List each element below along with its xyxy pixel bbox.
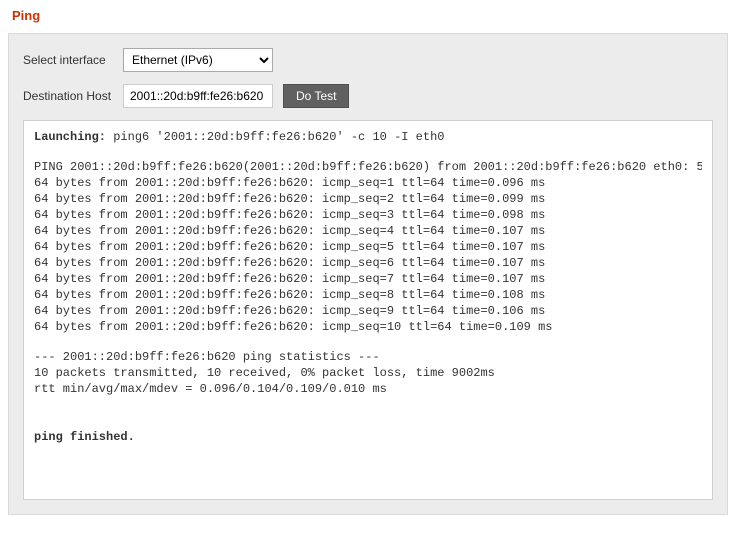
ping-line: 64 bytes from 2001::20d:b9ff:fe26:b620: …: [34, 255, 702, 271]
stats-line: rtt min/avg/max/mdev = 0.096/0.104/0.109…: [34, 381, 702, 397]
interface-label: Select interface: [23, 53, 123, 67]
launch-label: Launching:: [34, 130, 106, 144]
ping-line: 64 bytes from 2001::20d:b9ff:fe26:b620: …: [34, 223, 702, 239]
do-test-button[interactable]: Do Test: [283, 84, 349, 108]
ping-line: 64 bytes from 2001::20d:b9ff:fe26:b620: …: [34, 319, 702, 335]
page-title: Ping: [0, 0, 736, 33]
blank-line: [34, 461, 702, 477]
output-panel: Launching: ping6 '2001::20d:b9ff:fe26:b6…: [23, 120, 713, 500]
output-inner: Launching: ping6 '2001::20d:b9ff:fe26:b6…: [34, 129, 702, 493]
destination-row: Destination Host Do Test: [23, 84, 713, 108]
ping-line: 64 bytes from 2001::20d:b9ff:fe26:b620: …: [34, 207, 702, 223]
destination-input[interactable]: [123, 84, 273, 108]
stats-line: 10 packets transmitted, 10 received, 0% …: [34, 365, 702, 381]
ping-line: 64 bytes from 2001::20d:b9ff:fe26:b620: …: [34, 303, 702, 319]
blank-line: [34, 445, 702, 461]
launch-cmd: ping6 '2001::20d:b9ff:fe26:b620' -c 10 -…: [106, 130, 444, 144]
ping-line: 64 bytes from 2001::20d:b9ff:fe26:b620: …: [34, 239, 702, 255]
ping-header: PING 2001::20d:b9ff:fe26:b620(2001::20d:…: [34, 159, 702, 175]
ping-line: 64 bytes from 2001::20d:b9ff:fe26:b620: …: [34, 287, 702, 303]
ping-panel: Select interface Ethernet (IPv6) Destina…: [8, 33, 728, 515]
ping-line: 64 bytes from 2001::20d:b9ff:fe26:b620: …: [34, 175, 702, 191]
stats-separator: --- 2001::20d:b9ff:fe26:b620 ping statis…: [34, 349, 702, 365]
output-scroll[interactable]: Launching: ping6 '2001::20d:b9ff:fe26:b6…: [34, 129, 702, 493]
destination-label: Destination Host: [23, 89, 123, 103]
ping-line: 64 bytes from 2001::20d:b9ff:fe26:b620: …: [34, 191, 702, 207]
launch-line: Launching: ping6 '2001::20d:b9ff:fe26:b6…: [34, 129, 702, 145]
blank-line: [34, 477, 702, 493]
blank-line: [34, 397, 702, 413]
blank-line: [34, 413, 702, 429]
interface-select[interactable]: Ethernet (IPv6): [123, 48, 273, 72]
finished-line: ping finished.: [34, 429, 702, 445]
ping-line: 64 bytes from 2001::20d:b9ff:fe26:b620: …: [34, 271, 702, 287]
interface-row: Select interface Ethernet (IPv6): [23, 48, 713, 72]
